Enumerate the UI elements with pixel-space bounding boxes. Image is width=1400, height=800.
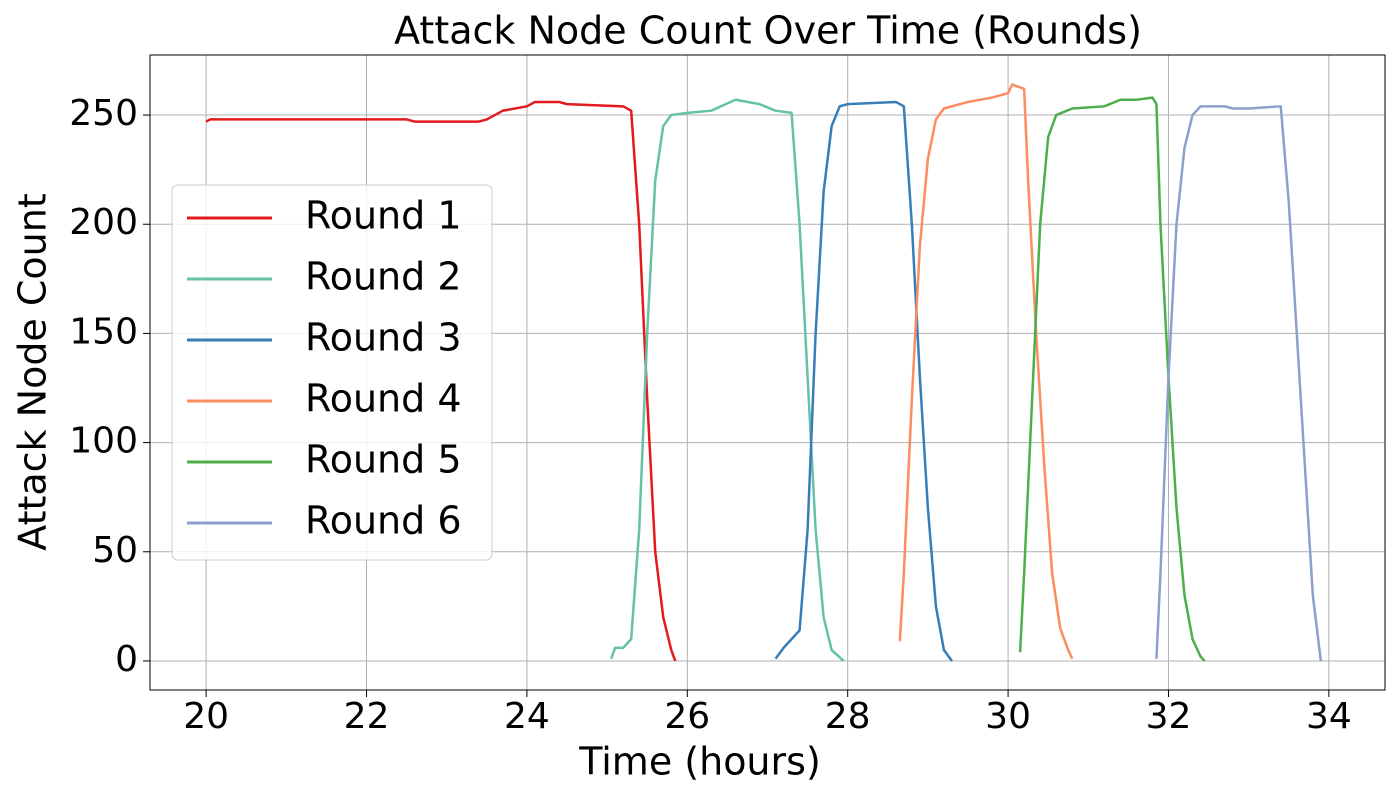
y-axis-label: Attack Node Count	[11, 193, 55, 551]
y-tick-label: 0	[115, 639, 138, 680]
legend-label: Round 2	[305, 255, 462, 299]
data-line	[1155, 105, 1323, 662]
legend-label: Round 1	[305, 194, 462, 238]
x-tick-label: 26	[664, 696, 710, 737]
legend-label: Round 6	[305, 499, 462, 543]
y-tick-label: 150	[69, 311, 138, 352]
y-tick-label: 50	[92, 530, 138, 571]
data-line	[205, 100, 677, 662]
y-tick-label: 250	[69, 93, 138, 134]
x-tick-label: 20	[183, 696, 229, 737]
x-tick-label: 28	[825, 696, 871, 737]
data-line	[1018, 96, 1206, 662]
legend-label: Round 5	[305, 438, 462, 482]
data-line	[898, 83, 1074, 660]
data-line	[774, 100, 953, 662]
data-line	[609, 98, 845, 662]
x-tick-label: 24	[504, 696, 550, 737]
legend-label: Round 3	[305, 316, 462, 360]
y-tick-label: 200	[69, 202, 138, 243]
x-tick-label: 34	[1306, 696, 1352, 737]
x-tick-label: 30	[985, 696, 1031, 737]
x-tick-label: 32	[1146, 696, 1192, 737]
legend: Round 1 Round 2 Round 3 Round 4 Round 5 Round…	[171, 184, 493, 561]
plot-frame	[149, 54, 1386, 691]
y-tick-label: 100	[69, 421, 138, 462]
chart-title: Attack Node Count Over Time (Rounds)	[394, 9, 1142, 53]
x-tick-label: 22	[344, 696, 390, 737]
legend-label: Round 4	[305, 377, 462, 421]
x-axis-label: Time (hours)	[578, 740, 821, 784]
